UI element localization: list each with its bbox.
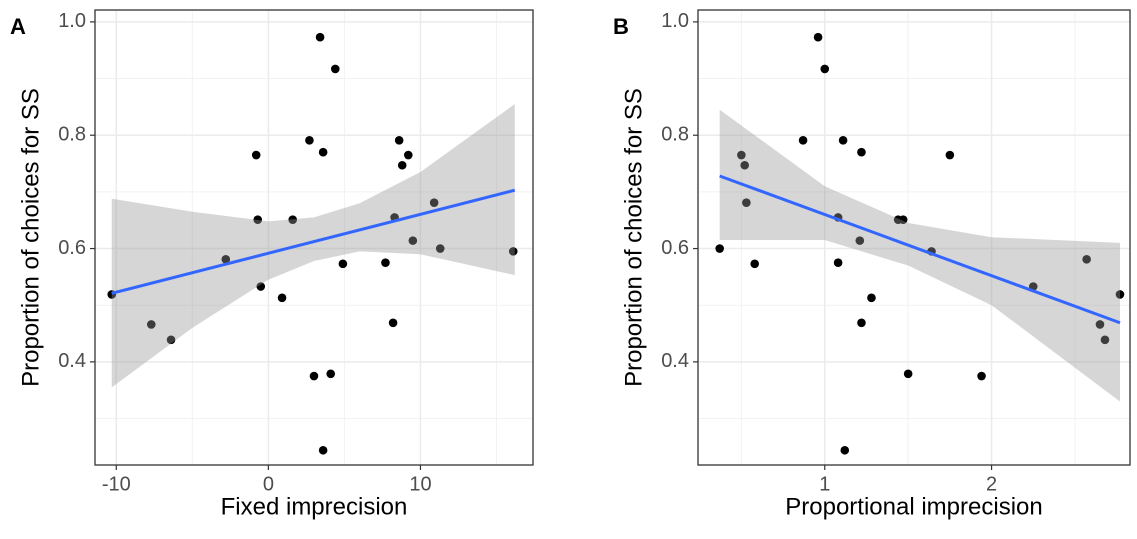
x-axis-title: Fixed imprecision: [221, 493, 408, 520]
x-tick-label: 2: [986, 473, 997, 495]
point: [742, 198, 751, 207]
point: [508, 247, 518, 256]
point: [715, 244, 724, 253]
point: [408, 236, 418, 245]
point: [330, 64, 340, 74]
point: [388, 318, 398, 328]
point: [740, 160, 750, 170]
point: [338, 259, 348, 269]
point: [1095, 320, 1105, 329]
point: [318, 445, 328, 455]
point: [256, 282, 266, 291]
x-tick-label: 0: [263, 473, 274, 495]
point: [798, 136, 808, 145]
point: [166, 335, 176, 345]
y-tick-label: 0.6: [58, 237, 86, 259]
point: [253, 215, 263, 224]
point: [277, 293, 287, 303]
point: [326, 369, 336, 379]
y-axis-title: Proportion of choices for SS: [620, 88, 647, 387]
point: [1082, 255, 1091, 264]
point: [435, 244, 445, 253]
plot-area: [698, 10, 1130, 465]
y-tick-label: 0.8: [58, 124, 86, 146]
point: [381, 258, 390, 268]
point: [305, 136, 314, 145]
fit-line: [719, 174, 1121, 325]
point: [318, 147, 328, 157]
point: [221, 255, 231, 264]
x-tick-label: -10: [102, 473, 131, 495]
y-tick-label: 0.6: [661, 237, 689, 259]
fit-line: [111, 188, 516, 295]
point: [737, 150, 746, 160]
point: [750, 259, 760, 269]
y-tick-label: 1.0: [58, 10, 86, 32]
point: [403, 150, 413, 160]
x-tick-label: 1: [819, 473, 830, 495]
x-axis-title: Proportional imprecision: [785, 493, 1042, 520]
point: [903, 369, 913, 379]
y-tick-label: 1.0: [661, 10, 689, 32]
point: [251, 150, 261, 160]
point: [833, 258, 843, 268]
confidence-band: [719, 109, 1120, 402]
panel-border: [94, 9, 534, 466]
point: [867, 293, 876, 303]
plot-area: [95, 10, 533, 465]
point: [857, 147, 866, 157]
point: [1115, 290, 1125, 299]
point: [813, 32, 823, 42]
point: [1100, 335, 1110, 345]
y-axis-title: Proportion of choices for SS: [17, 88, 44, 387]
panel-border: [697, 9, 1131, 466]
point: [855, 236, 865, 245]
confidence-band: [111, 104, 515, 388]
point: [288, 215, 298, 224]
point: [315, 32, 325, 42]
y-tick-label: 0.8: [661, 124, 689, 146]
point: [820, 64, 830, 74]
point: [394, 136, 404, 145]
panel-label: A: [10, 14, 26, 39]
point: [857, 318, 866, 328]
point: [429, 198, 439, 207]
y-tick-label: 0.4: [661, 350, 689, 372]
point: [945, 150, 955, 160]
point: [146, 320, 156, 329]
panel-label: B: [613, 14, 629, 39]
point: [838, 136, 848, 145]
point: [309, 371, 319, 381]
point: [898, 215, 908, 224]
point: [977, 371, 986, 381]
x-tick-label: 10: [409, 473, 431, 495]
point: [840, 445, 850, 455]
point: [397, 160, 407, 170]
y-tick-label: 0.4: [58, 350, 86, 372]
